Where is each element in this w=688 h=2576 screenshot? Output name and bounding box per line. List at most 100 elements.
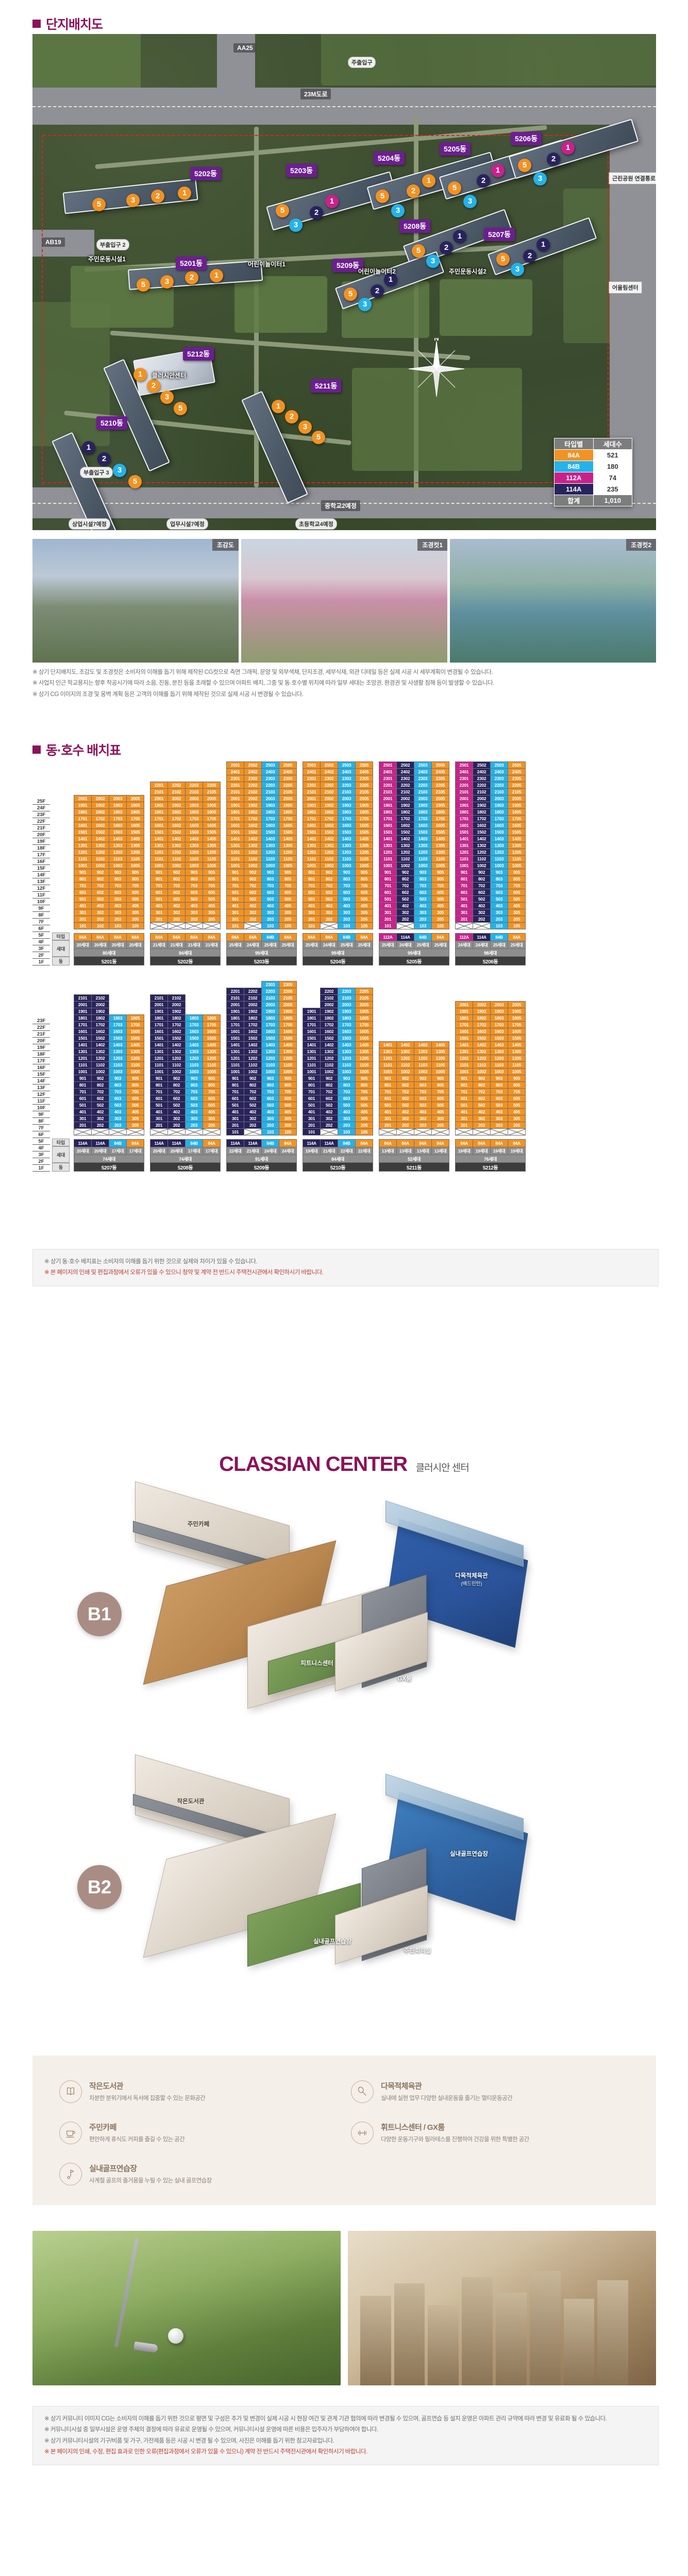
unit-cell: 1501 [150,828,168,836]
unit-cell: 905 [279,869,297,876]
gate-label: 부출입구 2 [96,239,129,250]
unit-cell: 1105 [279,855,297,862]
unit-cell: 1801 [303,1014,321,1022]
type-table-type: 84B [554,461,594,472]
unit-cell: 1302 [244,1048,262,1055]
unit-cell: 103 [338,922,356,929]
unit-cell-empty [109,1002,127,1008]
unit-cell-empty [74,789,92,795]
unit-cell: 902 [244,869,262,876]
unit-type-pin-84A: 1 [422,174,435,188]
unit-cell: 901 [74,1075,92,1082]
unit-cell: 405 [508,902,526,909]
unit-cell: 1805 [203,808,221,816]
unit-cell: 1002 [320,862,338,869]
unit-grid-row [150,988,221,995]
unit-cell: 1101 [303,855,321,862]
facility-title: 휘트니스센터 / GX룸 [381,2123,445,2132]
floor-label: 15F [32,865,50,872]
unit-cell: 1605 [279,1028,297,1035]
unit-cell: 103 [109,922,127,929]
unit-cell: 1503 [261,1035,279,1042]
unit-grid-row: 2201 2202 2203 2205 [455,782,526,789]
unit-grid-row: 801 802 803 805 [303,1081,373,1089]
unit-grid-row: 601 602 603 605 [74,889,144,896]
unit-cell: 1402 [167,835,186,842]
unit-cell: 1403 [490,835,508,842]
unit-cell: 1603 [185,822,203,829]
unit-cell: 201 [150,916,168,923]
unit-cell: 1301 [455,842,473,849]
unit-cell: 801 [150,875,168,883]
unit-cell-empty [74,782,92,789]
unit-grid-row: 1001 1002 1003 1005 [303,862,373,869]
unit-cell: 902 [396,869,414,876]
unit-cell: 1003 [185,1068,203,1075]
unit-cell: 1705 [508,815,526,822]
floor-label: 8F [32,912,50,919]
unit-cell-empty [414,981,432,988]
building-block-5211동: 1401 1402 1403 1405 1301 1302 1303 1305 1201 1202… [379,981,449,1172]
unit-cell: 1705 [126,1021,144,1028]
unit-grid-row: 301 302 303 305 [226,909,297,916]
unit-cell: 903 [490,869,508,876]
unit-type-pin-114A: 1 [82,441,95,454]
unit-cell: 1205 [508,849,526,856]
unit-cell: 2103 [185,788,203,795]
unit-cell: 603 [109,1095,127,1102]
unit-cell: 405 [203,1108,221,1115]
unit-cell: 701 [379,882,397,889]
unit-cell: 403 [185,1108,203,1115]
unit-grid-row: 501 502 503 505 [150,1101,221,1109]
unit-cell: 502 [396,1101,414,1109]
unit-cell: 1303 [414,1048,432,1055]
unit-cell: 1801 [74,808,92,816]
unit-cell-empty [127,762,144,769]
unit-cell: 501 [150,895,168,903]
room-name: 피트니스센터 [300,1660,333,1667]
unit-cell: 603 [338,889,356,896]
summary-type: 114A [396,933,414,941]
unit-grid-row: 1501 1502 1503 1505 [455,828,526,836]
building-label: 5209동 [332,259,364,272]
unit-cell: 805 [508,1081,526,1089]
unit-cell: 203 [185,1122,203,1129]
unit-cell: 1705 [126,815,144,822]
unit-cell-empty [109,775,127,782]
unit-cell: 2305 [431,775,449,782]
building-label: 5211동 [311,379,342,393]
unit-grid-row: 1901 1902 1903 1905 [226,1008,297,1015]
unit-cell: 1102 [473,1061,491,1069]
unit-cell-empty [227,981,244,988]
unit-type-pin-84A: 5 [518,159,531,172]
unit-cell-empty [109,762,127,769]
facility-description: 다양한 운동기구와 필라테스를 진행하여 건강을 위한 특별한 공간 [381,2137,529,2143]
unit-grid-row: 1001 1002 1003 1005 [455,1068,526,1075]
fitness-icon [351,2122,374,2144]
unit-cell: 801 [74,1081,92,1089]
unit-cell: 1102 [396,855,414,862]
unit-cell: 2002 [320,1001,338,1008]
unit-cell: 205 [508,1122,526,1129]
unit-cell: 802 [167,875,186,883]
unit-cell: 503 [261,1101,279,1109]
unit-cell: 702 [167,1088,186,1095]
unit-grid-row [150,762,221,769]
unit-cell: 703 [261,1088,279,1095]
unit-cell: 903 [185,1075,203,1082]
unit-cell-empty [432,981,449,988]
unit-cell: 901 [150,1075,168,1082]
unit-cell: 2003 [109,795,127,802]
summary-type: 84A [126,933,144,941]
facility-description: 편안하게 휴식도 커피를 즐길 수 있는 공간 [89,2137,185,2143]
unit-cell-empty [109,981,127,988]
summary-households: 13세대 [431,1147,449,1155]
unit-cell-empty [168,988,186,995]
unit-cell: 1203 [414,849,432,856]
unit-cell: 2002 [244,1001,262,1008]
unit-cell: 1601 [226,1028,244,1035]
unit-grid-row: 101 103 105 [303,1128,373,1136]
unit-cell: 603 [109,889,127,896]
unit-cell: 1802 [167,1014,186,1022]
unit-cell: 1102 [320,855,338,862]
